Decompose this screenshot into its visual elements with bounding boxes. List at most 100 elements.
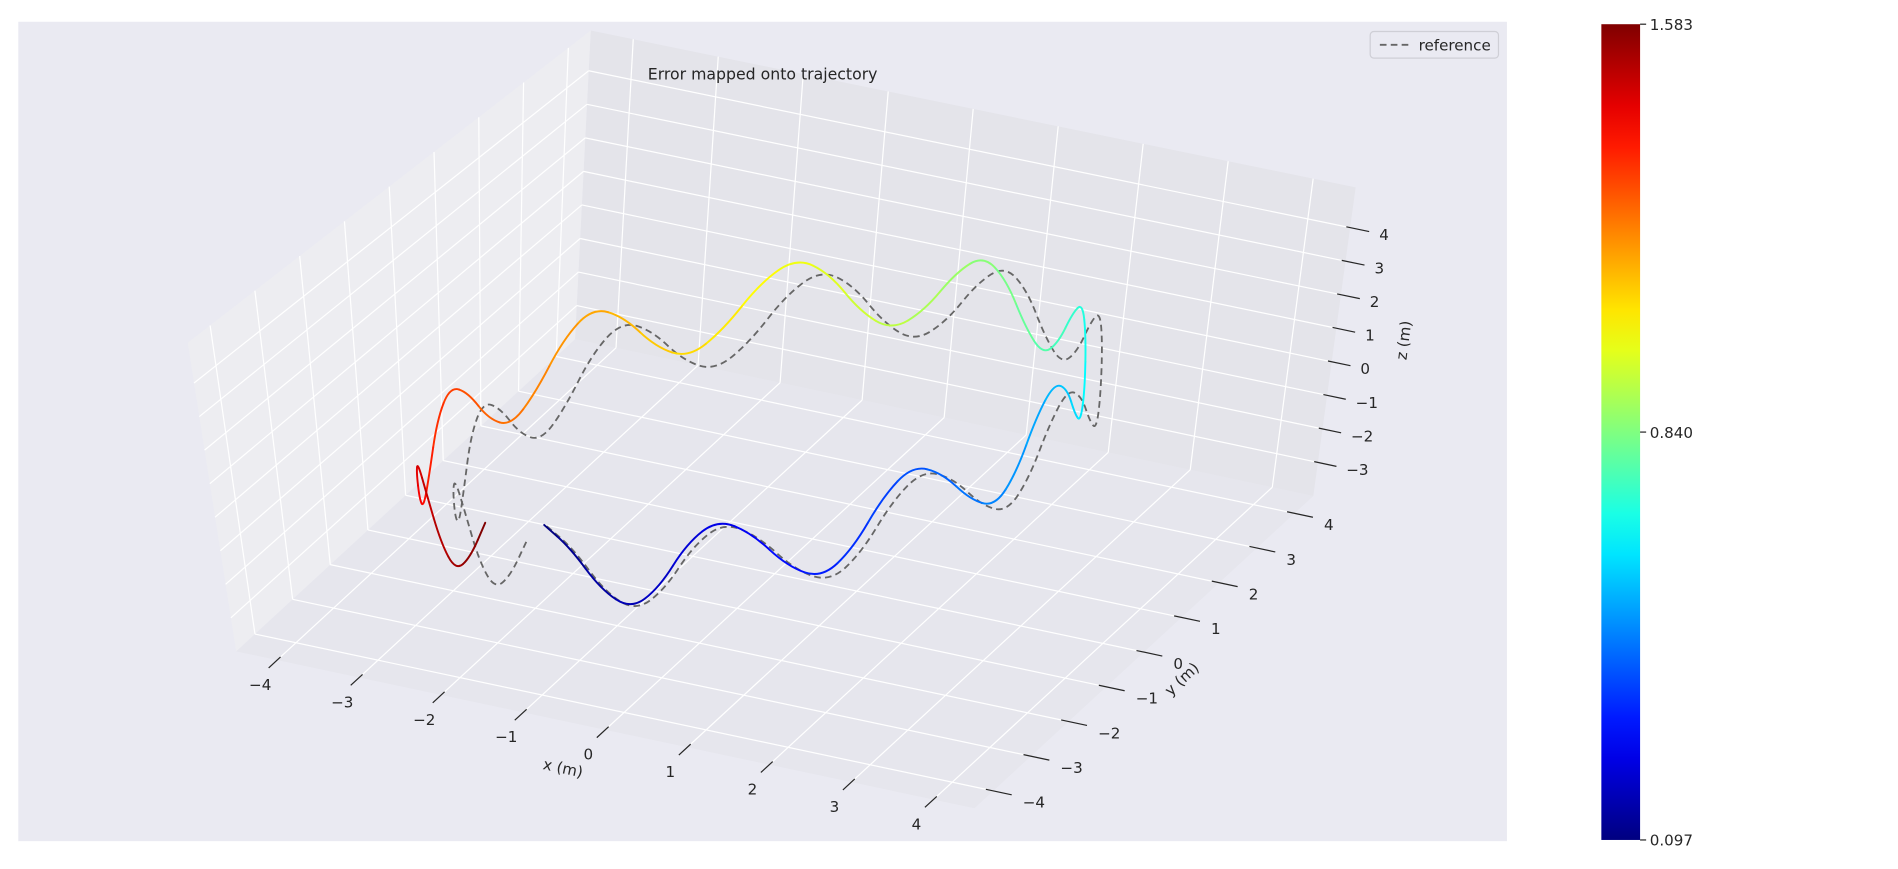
y-tick [1286,511,1314,518]
grid-line [480,425,1220,584]
trajectory-segment [584,567,617,601]
grid-line [861,91,889,401]
x-tick [760,761,774,773]
z-tick [1341,259,1365,266]
grid-line [697,56,719,366]
trajectory-segment [543,523,559,538]
z-tick [1318,427,1342,434]
trajectory-segment [461,539,479,566]
grid-line [198,103,588,418]
grid-line [478,117,482,426]
trajectory-segment [1025,399,1047,447]
x-tick-label: 1 [666,763,676,781]
x-tick [350,673,363,686]
trajectory-segment [548,322,579,368]
x-tick-label: −1 [495,728,517,746]
grid-line [299,255,331,565]
trajectory-segment [874,319,909,327]
y-tick [1174,615,1201,622]
trajectory-segment [432,516,450,558]
grid-line [292,598,1032,757]
trajectory-segment [1083,318,1087,363]
grid-line [1271,178,1314,488]
grid-line [578,271,1323,430]
y-tick-label: 0 [1173,655,1183,673]
grid-line [583,170,1337,329]
x-tick-label: −2 [413,711,435,729]
x-tick-label: 0 [584,746,594,764]
trajectory-segment [1014,302,1035,342]
grid-line [588,70,1351,229]
z-tick-label: 1 [1365,327,1375,345]
trajectory-segment [672,530,704,567]
grid-line [779,74,804,383]
trajectory-segment [498,408,525,424]
z-tick-label: 2 [1370,293,1380,311]
trajectory-segment [733,525,771,551]
grid-line [219,238,581,552]
trajectory-segment [421,476,435,519]
trajectory-segment [556,535,587,570]
y-tick [1061,719,1088,727]
trajectory-segment [968,259,997,269]
y-tick [985,788,1012,796]
grid-line [230,305,578,619]
grid-line [576,304,1319,464]
trajectory-segment [671,342,707,355]
trajectory-segment [843,291,877,322]
trajectory-segment [866,480,899,524]
z-tick-label: −3 [1346,461,1368,479]
grid-line [1107,143,1144,453]
trajectory-segment [1076,403,1084,420]
grid-line [518,390,1257,549]
y-tick-label: 2 [1249,586,1259,604]
trajectory-segment [981,488,1007,505]
x-tick-label: 4 [912,815,922,833]
overlay: Error mapped onto trajectory reference 0.0… [648,16,1693,850]
z-tick-label: −2 [1351,427,1373,445]
z-tick [1314,461,1337,467]
z-tick [1332,326,1356,333]
trajectory-segment [576,310,610,325]
trajectory-segment [704,305,743,345]
grid-line [209,170,584,485]
grid-line [943,108,974,418]
trajectory-segment [1081,360,1087,406]
x-tick-label: 2 [748,780,758,798]
x-tick [678,743,692,756]
y-tick [1211,580,1238,588]
trajectory-segment [1032,339,1052,352]
z-tick [1346,226,1370,233]
grid [193,39,1351,800]
y-tick [1249,545,1276,553]
legend-box [1369,30,1500,59]
trajectory-segment [1044,384,1062,402]
trajectory-segment [476,521,487,542]
trajectory-segment [447,555,464,568]
trajectory-segment [955,485,984,505]
legend-label: reference [1419,36,1491,54]
lines [415,259,1103,607]
trajectory-segment [415,466,420,487]
grid-line [1025,126,1059,436]
y-tick-label: −4 [1023,794,1045,812]
grid-line [254,290,294,600]
x-tick-label: −3 [331,693,353,711]
trajectory-segment [1059,385,1073,403]
grid-line [556,355,1295,514]
x-tick [432,691,446,704]
trajectory-segment [768,548,806,574]
trajectory-segment [906,290,942,322]
grid-line [581,204,1332,363]
back-pane [575,30,1356,496]
x-tick [596,726,610,739]
trajectory-segment [644,564,675,600]
y-tick [1023,754,1050,761]
chart-title: Error mapped onto trajectory [648,65,878,84]
colorbar-tick-label: 0.840 [1650,424,1693,442]
grid-line [254,633,994,792]
z-tick [1323,393,1346,400]
grid-line [1189,161,1229,470]
